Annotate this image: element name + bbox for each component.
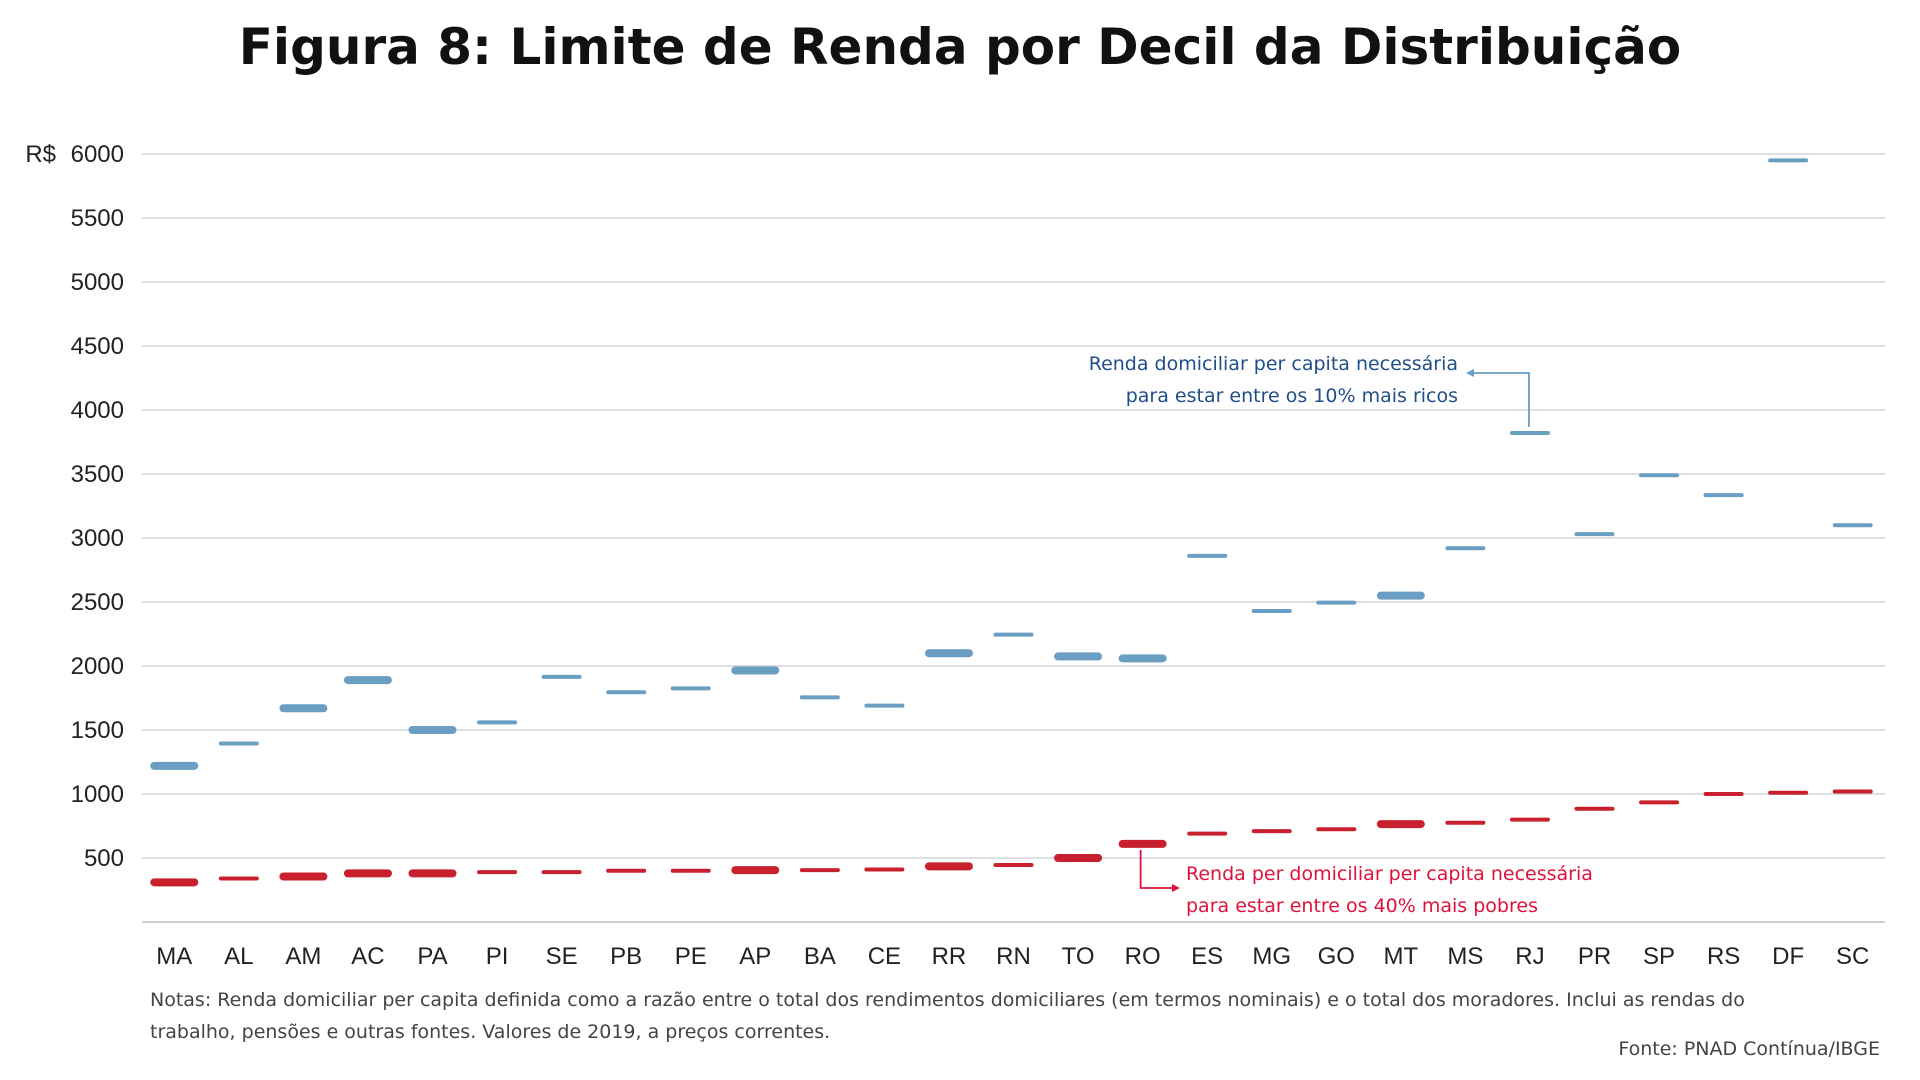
x-tick-label: AL [224, 943, 253, 970]
x-tick-label: PI [486, 943, 509, 970]
data-marks [150, 158, 1873, 887]
x-tick-label: MT [1384, 943, 1419, 970]
x-tick-label: SE [546, 943, 578, 970]
y-tick-label: 500 [84, 845, 124, 872]
income-decile-chart: 500 1000 1500 2000 2500 3000 3500 4000 4500 5000 5… [25, 141, 1885, 970]
x-tick-label: RR [932, 943, 967, 970]
annotation-text: para estar entre os 40% mais pobres [1186, 895, 1538, 917]
chart-source: Fonte: PNAD Contínua/IBGE [1618, 1038, 1880, 1060]
x-tick-label: GO [1318, 943, 1355, 970]
x-tick-label: RN [996, 943, 1031, 970]
x-tick-label: DF [1772, 943, 1804, 970]
chart-notes: Notas: Renda domiciliar per capita defin… [150, 989, 1745, 1043]
annotation-text: Renda domiciliar per capita necessária [1089, 353, 1458, 375]
y-tick-label: 6000 [71, 141, 124, 168]
x-tick-label: SP [1643, 943, 1675, 970]
x-tick-label: TO [1062, 943, 1095, 970]
y-tick-label: 5000 [71, 269, 124, 296]
y-tick-label: 1500 [71, 717, 124, 744]
chart-title: Figura 8: Limite de Renda por Decil da D… [238, 18, 1682, 76]
y-tick-label: 3000 [71, 525, 124, 552]
annotations: Renda domiciliar per capita necessária pa… [1089, 353, 1593, 917]
y-axis-prefix: R$ [25, 141, 56, 168]
y-tick-label: 1000 [71, 781, 124, 808]
x-tick-label: PB [610, 943, 642, 970]
gridlines [142, 153, 1885, 923]
x-tick-label: CE [868, 943, 901, 970]
x-tick-label: RS [1707, 943, 1740, 970]
x-tick-label: RO [1125, 943, 1161, 970]
x-tick-label: MA [156, 943, 192, 970]
x-tick-label: AM [285, 943, 321, 970]
x-axis-ticks: MA AL AM AC PA PI SE PB PE AP BA CE RR RN TO RO ES MG GO MT… [156, 943, 1869, 970]
y-tick-label: 2000 [71, 653, 124, 680]
annotation-text: para estar entre os 10% mais ricos [1126, 385, 1458, 407]
annotation-arrowhead [1172, 884, 1180, 892]
x-tick-label: PR [1578, 943, 1611, 970]
y-tick-label: 5500 [71, 205, 124, 232]
annotation-connector [1474, 372, 1530, 428]
x-tick-label: AC [351, 943, 384, 970]
x-tick-label: MG [1252, 943, 1291, 970]
annotation-connector [1139, 849, 1172, 889]
x-tick-label: RJ [1515, 943, 1544, 970]
annotation-text: Renda per domiciliar per capita necessár… [1186, 863, 1593, 885]
x-tick-label: BA [804, 943, 836, 970]
y-tick-label: 4000 [71, 397, 124, 424]
x-tick-label: MS [1447, 943, 1483, 970]
x-tick-label: ES [1191, 943, 1223, 970]
y-tick-label: 3500 [71, 461, 124, 488]
x-tick-label: PA [417, 943, 447, 970]
x-tick-label: PE [675, 943, 707, 970]
annotation-arrowhead [1466, 369, 1474, 377]
x-tick-label: AP [739, 943, 771, 970]
y-axis-ticks: 500 1000 1500 2000 2500 3000 3500 4000 4500 5000 5… [25, 141, 124, 872]
x-tick-label: SC [1836, 943, 1869, 970]
y-tick-label: 4500 [71, 333, 124, 360]
y-tick-label: 2500 [71, 589, 124, 616]
